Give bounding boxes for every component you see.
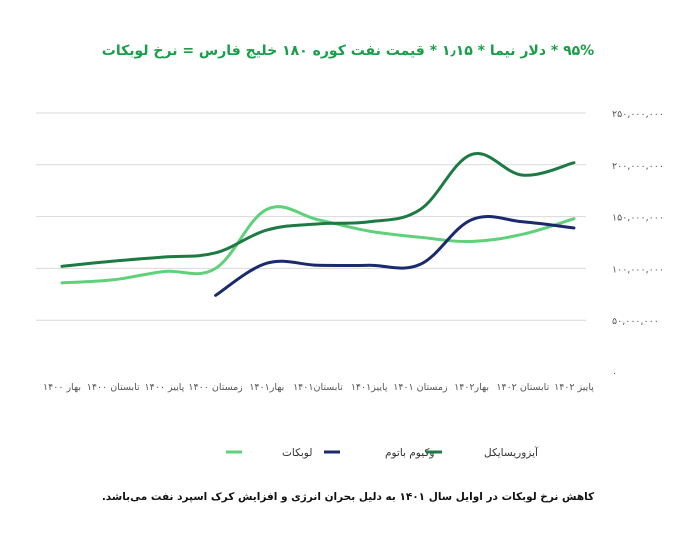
x-tick-label: پاییز ۱۴۰۲ (554, 382, 594, 393)
x-tick-label: بهار۱۴۰۱ (249, 382, 284, 393)
x-tick-label: پاییز ۱۴۰۰ (145, 382, 185, 393)
x-tick-label: بهار۱۴۰۲ (454, 382, 489, 393)
x-tick-label: پاییز۱۴۰۱ (351, 382, 388, 393)
series-line-1 (60, 205, 576, 285)
chart-caption: کاهش نرخ لوبکات در اوایل سال ۱۴۰۱ به دلی… (102, 491, 595, 503)
chart-title: ۹۵% * دلار نیما * ۱٫۱۵ * قیمت نفت کوره ۱… (102, 43, 594, 59)
y-tick-label: ۵۰,۰۰۰,۰۰۰ (612, 316, 659, 327)
series-line-2 (214, 215, 576, 297)
x-tick-label: تابستان ۱۴۰۰ (87, 382, 140, 393)
legend: لوبکات وکیوم باتوم آیزوریسایکل (226, 446, 539, 459)
y-tick-label: ۲۵۰,۰۰۰,۰۰۰ (612, 109, 664, 120)
x-tick-label: بهار ۱۴۰۰ (43, 382, 81, 393)
y-tick-label: ۰ (612, 368, 617, 379)
x-tick-label: تابستان ۱۴۰۲ (496, 382, 549, 393)
legend-label: وکیوم باتوم (385, 447, 434, 459)
legend-label: لوبکات (282, 447, 312, 459)
series-lines (60, 151, 576, 297)
y-tick-label: ۱۰۰,۰۰۰,۰۰۰ (612, 264, 664, 275)
legend-label: آیزوریسایکل (484, 446, 539, 459)
x-tick-label: زمستان ۱۴۰۱ (393, 382, 448, 393)
y-tick-label: ۲۰۰,۰۰۰,۰۰۰ (612, 161, 664, 172)
x-tick-label: تابستان۱۴۰۱ (293, 382, 343, 393)
x-tick-label: زمستان ۱۴۰۰ (188, 382, 243, 393)
series-line-3 (60, 151, 576, 268)
y-tick-label: ۱۵۰,۰۰۰,۰۰۰ (612, 213, 664, 224)
x-axis: بهار ۱۴۰۰ تابستان ۱۴۰۰ پاییز ۱۴۰۰ زمستان ۱۴… (43, 382, 594, 393)
y-axis: ۰ ۵۰,۰۰۰,۰۰۰ ۱۰۰,۰۰۰,۰۰۰ ۱۵۰,۰۰۰,۰۰۰ ۲۰۰,۰۰۰… (612, 109, 664, 379)
